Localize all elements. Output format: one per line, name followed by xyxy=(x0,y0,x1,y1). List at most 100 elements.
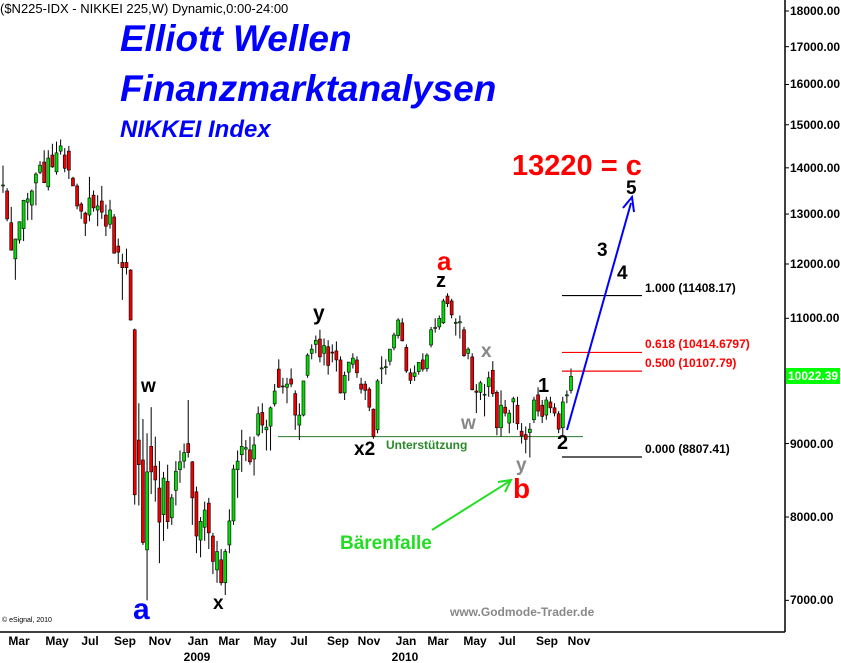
x-tick-label: Mar xyxy=(218,634,240,648)
x-tick-label: Nov xyxy=(357,634,381,648)
y-tick-label: 13000.00 xyxy=(790,207,841,222)
headline-line2: Finanzmarktanalysen xyxy=(120,68,497,109)
candle-body xyxy=(174,470,178,491)
candle-body xyxy=(124,262,129,268)
candle-body xyxy=(75,185,79,207)
candle-body xyxy=(470,356,475,391)
candle-body xyxy=(30,190,34,206)
candle-body xyxy=(453,321,458,324)
candle-body xyxy=(268,407,273,427)
headline-line1: Elliott Wellen xyxy=(120,18,352,59)
candle-body xyxy=(182,452,186,462)
wave-1: 1 xyxy=(538,375,550,397)
candle-body xyxy=(211,535,215,562)
bear-trap-label: Bärenfalle xyxy=(340,533,432,554)
candle-body xyxy=(449,300,454,316)
candle-body xyxy=(548,401,553,409)
fib-label: 0.618 (10414.6797) xyxy=(645,337,750,352)
candle-body xyxy=(46,157,51,188)
candle-body xyxy=(91,194,96,209)
bear-trap-arrowhead-icon xyxy=(497,478,513,493)
x-tick-label: Jan xyxy=(395,634,417,648)
candle-body xyxy=(116,245,121,253)
x-tick-label: Jul xyxy=(81,634,99,648)
candle-body xyxy=(215,551,219,571)
candle-body xyxy=(416,362,421,372)
chart-title: ($N225-IDX - NIKKEI 225,W) Dynamic,0:00-… xyxy=(0,1,289,16)
candle-body xyxy=(322,345,326,354)
candle-body xyxy=(293,393,298,416)
candle-body xyxy=(392,334,396,349)
candle-body xyxy=(363,383,368,391)
candle-body xyxy=(120,262,125,268)
candle-body xyxy=(330,351,335,354)
candle-body xyxy=(219,559,223,584)
candle-body xyxy=(412,372,417,377)
wave-z: z xyxy=(436,270,446,292)
candle-body xyxy=(478,382,483,393)
candle-body xyxy=(569,376,573,391)
candle-body xyxy=(108,209,112,225)
candle-body xyxy=(379,367,384,370)
wave-w-grey: w xyxy=(461,413,476,434)
wave-a-red: a xyxy=(437,246,452,276)
candle-body xyxy=(528,428,532,433)
candle-body xyxy=(466,348,470,354)
y-tick-label: 15000.00 xyxy=(790,117,841,132)
candle-body xyxy=(342,374,347,394)
support-label: Unterstützung xyxy=(386,438,468,452)
candle-body xyxy=(227,520,232,546)
candle-body xyxy=(285,383,289,388)
bear-trap-arrow-line xyxy=(431,480,511,531)
candle-body xyxy=(314,339,318,345)
candle-body xyxy=(338,359,343,394)
candle-body xyxy=(38,164,42,173)
candle-body xyxy=(231,468,236,522)
candle-body xyxy=(169,497,174,519)
candle-body xyxy=(437,318,442,328)
candle-body xyxy=(252,444,256,460)
y-tick-label: 17000.00 xyxy=(790,39,841,54)
x-tick-label: Jul xyxy=(290,634,308,648)
candle-body xyxy=(9,222,14,251)
candle-body xyxy=(425,354,429,369)
candle-body xyxy=(495,391,499,429)
candle-body xyxy=(318,338,322,358)
candle-body xyxy=(58,145,63,152)
wave-3: 3 xyxy=(597,240,608,261)
candle-body xyxy=(433,327,437,329)
candle-body xyxy=(301,380,306,416)
candle-body xyxy=(202,509,207,528)
wave-x2: x2 xyxy=(354,439,376,460)
candle-body xyxy=(137,439,141,465)
candle-body xyxy=(194,491,199,537)
candle-body xyxy=(552,407,557,414)
candle-body xyxy=(67,150,71,171)
candle-body xyxy=(71,177,75,187)
candle-body xyxy=(400,322,405,342)
candle-body xyxy=(367,388,372,408)
wave-a-blue: a xyxy=(133,593,150,626)
candle-body xyxy=(371,408,376,437)
candle-body xyxy=(132,329,137,496)
candle-body xyxy=(50,154,55,168)
x-tick-label: Nov xyxy=(567,634,591,648)
candle-body xyxy=(178,461,182,471)
candle-body xyxy=(499,404,503,429)
candle-body xyxy=(519,430,524,437)
wave-x-grey: x xyxy=(481,341,492,362)
candle-body xyxy=(264,426,269,431)
x-tick-label: May xyxy=(253,634,277,648)
x-tick-label: Jan xyxy=(187,634,209,648)
candle-body xyxy=(396,319,400,336)
candle-body xyxy=(281,385,285,388)
candle-body xyxy=(272,390,277,405)
projection-arrow-line xyxy=(566,202,632,431)
x-year-label: 2009 xyxy=(183,650,211,663)
candle-body xyxy=(289,378,293,385)
candle-body xyxy=(544,399,549,416)
y-tick-label: 7000.00 xyxy=(790,593,834,608)
wave-4: 4 xyxy=(617,263,628,284)
candle-body xyxy=(536,394,540,412)
